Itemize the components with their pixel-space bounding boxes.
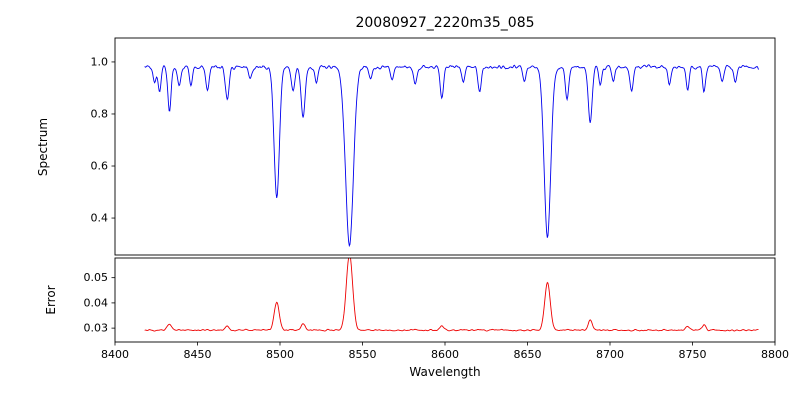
x-tick-label: 8600 [431, 348, 459, 361]
error-y-tick-label: 0.04 [84, 296, 109, 309]
spectrum-y-tick-label: 0.8 [91, 107, 109, 120]
x-tick-label: 8700 [596, 348, 624, 361]
spectrum-y-tick-label: 0.4 [91, 212, 109, 225]
x-axis-label: Wavelength [409, 365, 480, 379]
error-line [144, 258, 759, 332]
x-tick-label: 8650 [514, 348, 542, 361]
spectrum-line [144, 64, 759, 248]
plot-layer: 0.4 0.6 0.8 1.0 0.03 0.04 0.05 8400 8450 8500 8550… [84, 37, 789, 361]
error-y-tick-label: 0.03 [84, 322, 109, 335]
x-tick-label: 8500 [266, 348, 294, 361]
spectrum-y-tick-label: 1.0 [91, 55, 109, 68]
spectrum-y-axis-label: Spectrum [36, 118, 50, 176]
x-tick-label: 8550 [349, 348, 377, 361]
x-tick-label: 8750 [679, 348, 707, 361]
x-tick-label: 8400 [101, 348, 129, 361]
plot-title: 20080927_2220m35_085 [355, 15, 534, 31]
error-y-tick-label: 0.05 [84, 271, 109, 284]
x-tick-label: 8800 [761, 348, 789, 361]
error-y-axis-label: Error [44, 285, 58, 314]
spectrum-y-tick-label: 0.6 [91, 160, 109, 173]
spectrum-axes-border [114, 37, 776, 256]
x-tick-label: 8450 [184, 348, 212, 361]
